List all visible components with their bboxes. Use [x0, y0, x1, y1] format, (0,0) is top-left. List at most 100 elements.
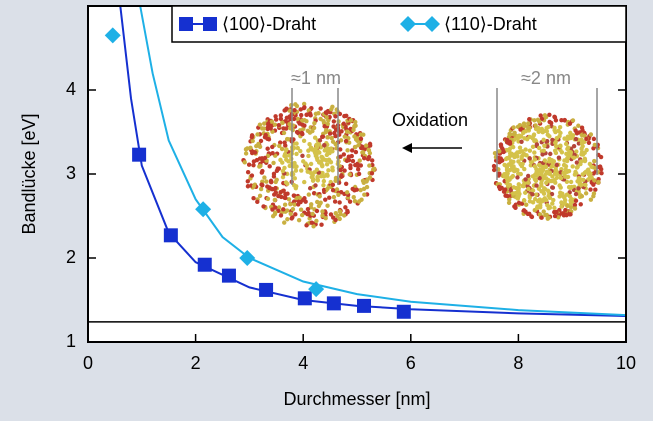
atom — [356, 143, 361, 148]
atom — [315, 177, 320, 182]
atom — [588, 132, 594, 137]
atom — [246, 162, 252, 167]
atom — [491, 167, 497, 173]
atom — [278, 116, 284, 122]
atom — [586, 140, 592, 146]
atom — [582, 156, 588, 162]
atom — [309, 220, 314, 225]
atom — [337, 209, 343, 214]
atom — [522, 198, 527, 203]
atom — [353, 149, 359, 155]
atom — [534, 173, 540, 178]
atom — [520, 153, 525, 159]
atom — [339, 173, 344, 178]
atom — [304, 112, 309, 117]
atom — [573, 191, 579, 197]
atom — [588, 174, 593, 180]
atom — [553, 140, 558, 145]
atom — [544, 129, 550, 134]
legend-marker — [424, 16, 440, 32]
atom — [588, 171, 593, 176]
atom — [327, 131, 333, 136]
atom — [323, 197, 328, 202]
atom — [291, 183, 297, 188]
atom — [322, 143, 327, 148]
atom — [558, 185, 563, 190]
atom — [348, 163, 353, 168]
atom — [518, 171, 523, 177]
atom — [338, 190, 344, 195]
atom — [314, 144, 320, 150]
atom — [543, 212, 548, 218]
atom — [307, 186, 313, 191]
atom — [284, 157, 289, 162]
atom — [321, 187, 327, 193]
atom — [534, 142, 540, 147]
atom — [541, 137, 546, 142]
x-tick-label: 6 — [406, 353, 416, 373]
atom — [302, 123, 307, 128]
atom — [578, 202, 583, 207]
atom — [304, 223, 309, 228]
atom — [319, 159, 324, 164]
atom — [539, 215, 544, 220]
atom — [333, 141, 338, 147]
atom — [522, 123, 527, 129]
atom — [526, 173, 531, 179]
x-tick-label: 4 — [298, 353, 308, 373]
annotation: ≈2 nm — [521, 68, 571, 88]
atom — [300, 153, 305, 158]
atom — [266, 121, 271, 126]
atom — [276, 205, 282, 210]
atom — [263, 132, 268, 138]
atom — [250, 138, 255, 144]
atom — [295, 145, 300, 151]
atom — [294, 141, 299, 146]
atom — [276, 122, 282, 128]
atom — [308, 145, 314, 150]
atom — [501, 149, 506, 155]
atom — [557, 124, 563, 130]
atom — [567, 135, 573, 140]
atom — [277, 140, 283, 145]
atom — [575, 164, 580, 169]
atom — [520, 183, 525, 189]
atom — [559, 204, 564, 209]
atom — [325, 147, 330, 152]
atom — [361, 186, 367, 192]
atom — [541, 191, 547, 196]
atom — [372, 166, 377, 171]
atom — [270, 150, 275, 156]
atom — [305, 169, 310, 174]
atom — [505, 193, 510, 199]
atom — [252, 150, 258, 155]
atom — [273, 190, 279, 195]
atom — [270, 213, 276, 219]
legend-marker — [400, 16, 416, 32]
atom — [579, 141, 585, 146]
atom — [292, 176, 298, 181]
atom — [314, 218, 319, 224]
atom — [531, 132, 537, 137]
atom — [336, 192, 341, 198]
atom — [576, 186, 581, 191]
atom — [265, 136, 270, 142]
atom — [523, 128, 528, 134]
atom — [579, 152, 584, 157]
atom — [591, 146, 596, 151]
atom — [318, 106, 323, 111]
y-axis-label: Bandlücke [eV] — [19, 113, 39, 234]
atom — [532, 150, 537, 155]
atom — [552, 148, 558, 153]
atom — [541, 209, 546, 214]
atom — [346, 154, 352, 159]
atom — [282, 153, 287, 159]
x-tick-label: 2 — [191, 353, 201, 373]
atom — [570, 164, 575, 169]
atom — [347, 172, 352, 177]
atom — [342, 113, 347, 119]
atom — [271, 174, 277, 179]
atom — [285, 217, 290, 222]
atom — [310, 128, 315, 134]
